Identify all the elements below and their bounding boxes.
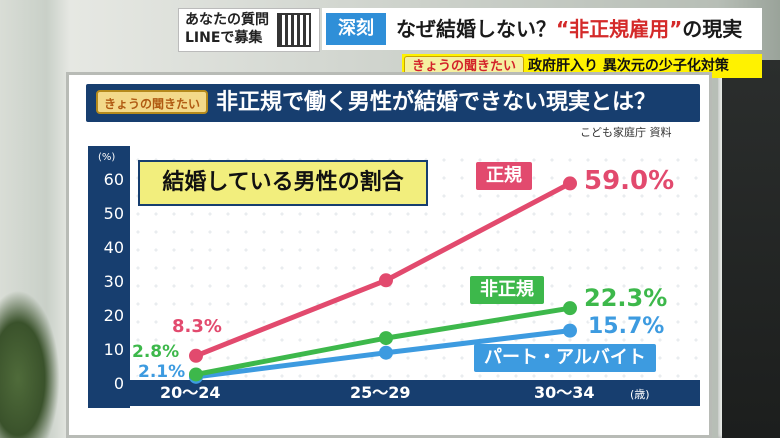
data-point xyxy=(563,323,577,338)
plant-decoration xyxy=(0,290,60,438)
data-point xyxy=(189,367,203,382)
board-title: 非正規で働く男性が結婚できない現実とは？ xyxy=(216,90,657,115)
line-text-line2: LINEで募集 xyxy=(185,30,263,46)
series-line-0 xyxy=(193,180,573,359)
dark-panel xyxy=(722,60,780,438)
data-label-nonregular-30-34: 22.3% xyxy=(584,284,668,312)
data-label-parttime-20-24: 2.1% xyxy=(138,362,186,382)
sub-ticker-text: 政府肝入り 異次元の少子化対策 xyxy=(528,58,729,74)
headline-plain: なぜ結婚しない？ xyxy=(396,17,556,41)
y-tick-label: 40 xyxy=(103,238,124,257)
y-tick-label: 10 xyxy=(103,340,124,359)
y-tick-label: 30 xyxy=(103,272,124,291)
y-axis-band xyxy=(88,146,130,408)
headline-badge: 深刻 xyxy=(326,13,386,45)
line-question-box: あなたの質問 LINEで募集 xyxy=(178,8,320,52)
series-tag-regular: 正規 xyxy=(476,162,532,190)
headline-banner xyxy=(322,8,762,50)
data-label-regular-30-34: 59.0% xyxy=(584,166,675,196)
y-tick-label: 0 xyxy=(113,374,124,393)
x-unit-label: (歳) xyxy=(630,388,650,401)
data-point xyxy=(563,301,577,316)
headline-red: “非正規雇用” xyxy=(556,17,683,41)
data-point xyxy=(379,331,393,346)
board-tag: きょうの聞きたい xyxy=(96,90,208,114)
data-label-nonregular-20-24: 2.8% xyxy=(132,342,180,362)
line-question-text: あなたの質問 LINEで募集 xyxy=(185,11,269,47)
qr-code-icon[interactable] xyxy=(277,13,311,47)
y-unit-label: (%) xyxy=(98,152,116,163)
x-axis-band xyxy=(88,380,700,406)
headline-text: なぜ結婚しない？“非正規雇用”の現実 xyxy=(396,10,742,48)
y-tick-label: 20 xyxy=(103,306,124,325)
data-point xyxy=(189,348,203,363)
series-tag-parttime: パート・アルバイト xyxy=(474,344,656,372)
data-point xyxy=(563,176,577,191)
data-label-regular-20-24: 8.3% xyxy=(172,316,222,337)
headline-tail: の現実 xyxy=(682,17,743,41)
data-label-parttime-30-34: 15.7% xyxy=(588,314,665,339)
line-text-line1: あなたの質問 xyxy=(185,12,269,28)
series-tag-nonregular: 非正規 xyxy=(470,276,544,304)
data-point xyxy=(379,345,393,360)
y-tick-label: 60 xyxy=(103,170,124,189)
x-tick-label: 30～34 xyxy=(534,383,595,402)
y-tick-label: 50 xyxy=(103,204,124,223)
data-point xyxy=(379,273,393,288)
chart-title: 結婚している男性の割合 xyxy=(138,160,428,206)
x-tick-label: 25～29 xyxy=(350,383,411,402)
x-tick-label: 20～24 xyxy=(160,383,221,402)
source-note: こども家庭庁 資料 xyxy=(580,126,672,139)
